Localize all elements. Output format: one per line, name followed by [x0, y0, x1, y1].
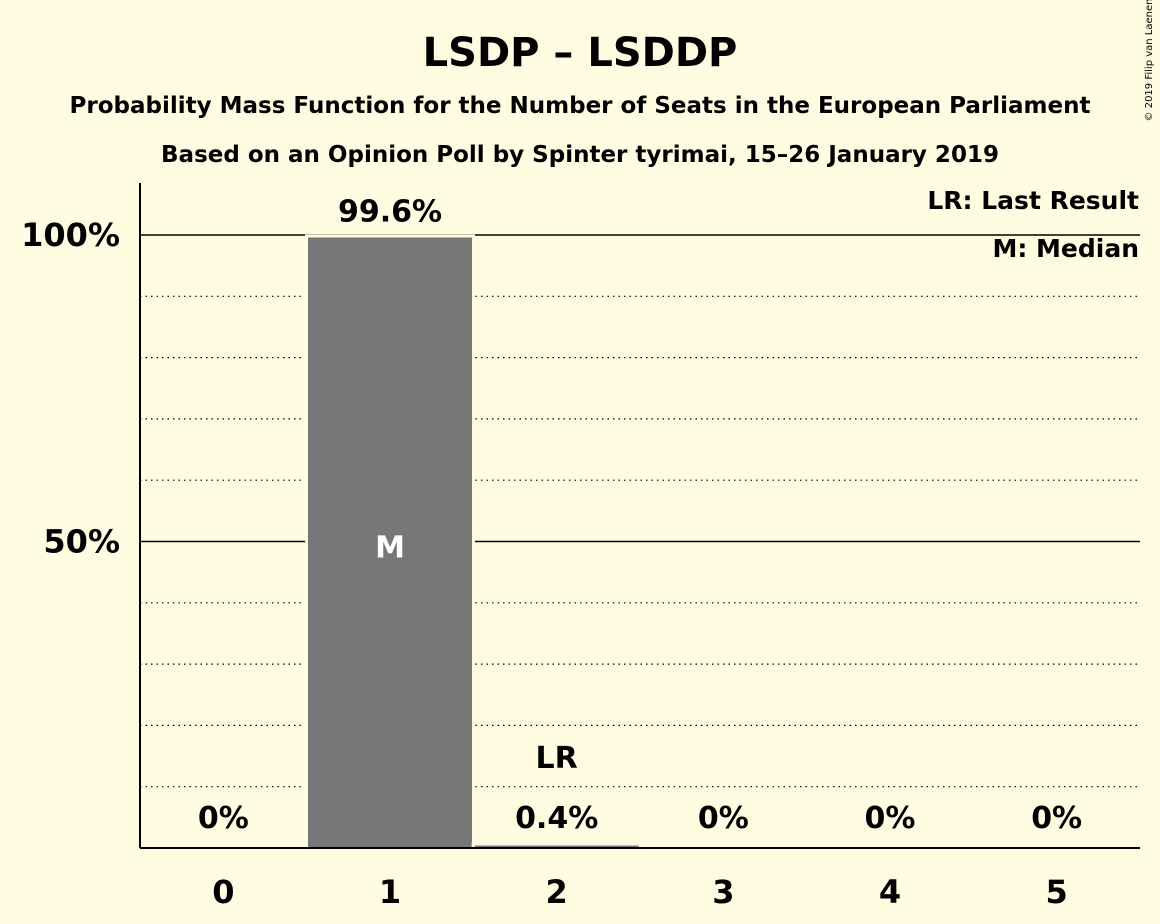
y-tick-label: 50%	[43, 523, 120, 561]
labels-group: 50%100%0 1 2 3 4 50%99.6%0.4% 0% 0% 0%MLR	[21, 194, 1082, 911]
x-tick-label: 4	[879, 873, 901, 911]
y-tick-label: 100%	[21, 216, 120, 254]
chart-subtitle-1: Probability Mass Function for the Number…	[70, 93, 1091, 119]
x-tick-label: 5	[1046, 873, 1068, 911]
x-tick-label: 3	[712, 873, 734, 911]
copyright-text: © 2019 Filip van Laenen	[1144, 0, 1155, 121]
bar-seats-2	[474, 845, 639, 848]
data-label: 0%	[198, 801, 249, 836]
bar-seats-1	[308, 237, 472, 848]
axes-group	[139, 183, 1140, 849]
chart-title: LSDP – LSDDP	[423, 30, 738, 76]
legend-last-result: LR: Last Result	[927, 186, 1139, 215]
median-marker: M	[375, 531, 405, 566]
data-label: 0%	[865, 801, 916, 836]
data-label: 0%	[698, 801, 749, 836]
legend-median: M: Median	[992, 234, 1139, 263]
data-label: 0.4%	[515, 801, 598, 836]
x-tick-label: 2	[546, 873, 568, 911]
data-label: 99.6%	[338, 194, 442, 229]
chart-subtitle-2: Based on an Opinion Poll by Spinter tyri…	[161, 142, 999, 168]
x-tick-label: 1	[379, 873, 401, 911]
data-label: 0%	[1031, 801, 1082, 836]
bars-group	[305, 234, 642, 848]
bar-halo	[471, 842, 642, 848]
x-tick-label: 0	[212, 873, 234, 911]
last-result-marker: LR	[536, 741, 578, 776]
grid-lines	[140, 234, 1140, 788]
